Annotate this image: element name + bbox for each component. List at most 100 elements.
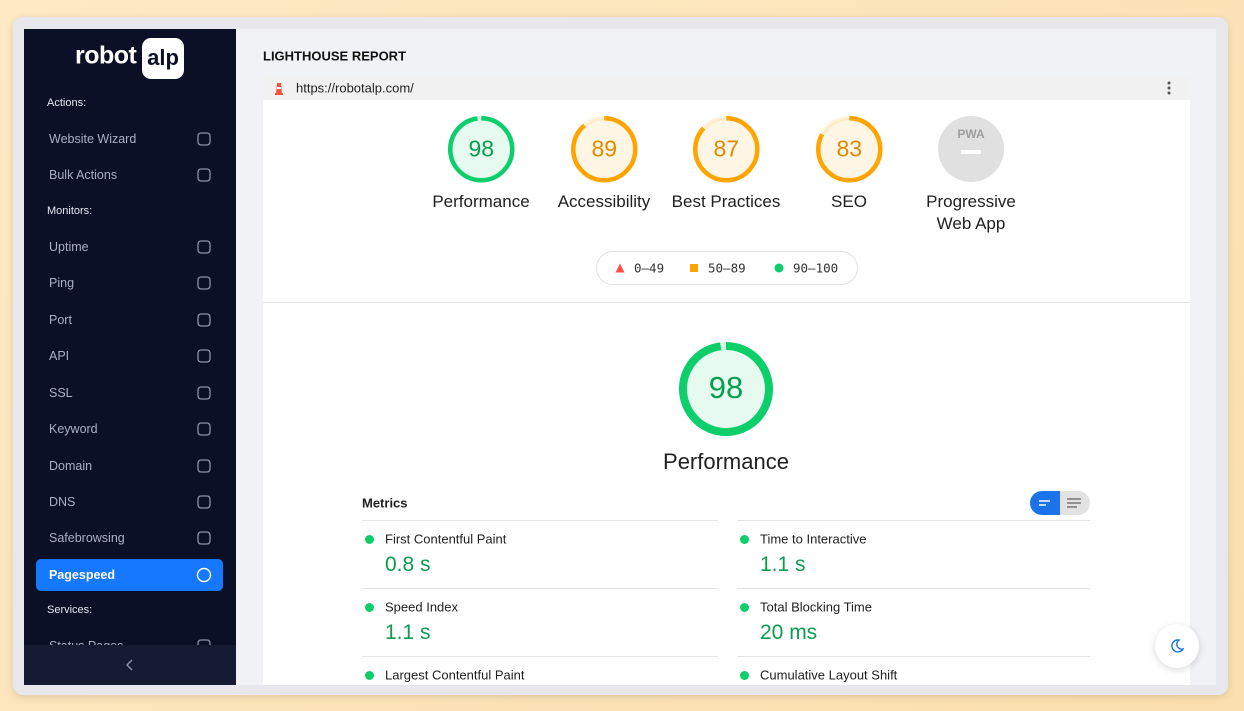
logo-badge: alp [142,38,184,79]
section-title: Actions: [47,97,87,109]
metric-divider [737,656,1090,657]
metric-divider [362,588,718,589]
section-title: Services: [47,604,93,616]
gauge-arc [447,115,515,183]
nav-icon [197,132,211,146]
lighthouse-icon [275,83,283,95]
score-gauge: 98 [447,115,515,183]
logo-text: robot [75,41,137,70]
category-label[interactable]: Performance [432,192,530,211]
score-gauge: 89 [570,115,638,183]
score-value: 89 [591,135,617,161]
score-gauge: 87 [692,115,760,183]
metric-name: Time to Interactive [760,531,867,547]
metric-dot [365,535,374,544]
nav-icon [197,386,211,400]
legend-label: 90–100 [793,260,839,276]
legend [596,251,858,285]
url-bar: https://robotalp.com/ [263,76,1190,100]
nav-item[interactable]: Bulk Actions [49,168,118,182]
nav-item[interactable]: DNS [49,495,76,509]
icon-shape [197,531,211,545]
featured-label: Performance [663,449,789,474]
nav-item[interactable]: API [49,349,70,363]
nav-item[interactable]: Pagespeed [49,568,116,582]
category-label[interactable]: SEO [831,192,867,211]
category-label[interactable]: Progressive Web App [926,192,1016,233]
legend-shape [774,263,784,273]
icon-shape [197,495,211,509]
pwa-dash [961,150,981,154]
menu-icon[interactable] [1166,81,1172,95]
metric-value: 1.1 s [760,553,806,576]
score-value: 98 [468,135,494,161]
icon-shape [197,313,211,327]
nav-icon [197,349,211,363]
divider [263,302,1190,303]
metric-name: Cumulative Layout Shift [760,667,898,683]
score-gauge: 98 [679,342,773,436]
nav-icon [197,168,211,182]
icon-shape [197,276,211,290]
pwa-badge: PWA [957,127,985,141]
nav-icon [197,276,211,290]
nav-icon [196,567,212,583]
gauge-arc [815,115,883,183]
metric-dot [740,535,749,544]
nav-item[interactable]: Safebrowsing [49,531,125,545]
legend-marker [774,263,784,273]
metric-divider [737,520,1090,521]
legend-marker [690,264,698,272]
metric-value: 0.8 s [385,553,431,576]
nav-item[interactable]: SSL [49,386,73,400]
metric-dot [365,603,374,612]
url[interactable]: https://robotalp.com/ [296,80,414,96]
metrics-title: Metrics [362,495,408,511]
gauge-arc [679,342,773,436]
gauge-arc [570,115,638,183]
category-label[interactable]: Accessibility [557,192,651,211]
collapse-bar[interactable] [24,645,236,685]
nav-item[interactable]: Ping [49,276,75,290]
metric-name: Speed Index [385,599,459,615]
metric-value: 20 ms [760,621,818,644]
category-label[interactable]: Best Practices [671,192,781,211]
metric-name: Total Blocking Time [760,599,872,615]
screen: robot alp Actions: Website Wizard Bulk Actio… [24,29,1216,685]
metric-dot [740,603,749,612]
sidebar: robot alp Actions: Website Wizard Bulk Actio… [24,29,236,685]
nav-icon [197,531,211,545]
icon-shape [197,349,211,363]
icon-shape [197,459,211,473]
nav-icon [197,459,211,473]
pwa-circle [938,116,1004,182]
nav-icon [197,422,211,436]
nav-item[interactable]: Keyword [49,422,98,436]
nav-icon [197,313,211,327]
metric-divider [362,656,718,657]
metric-name: Largest Contentful Paint [385,667,525,683]
nav-icon [197,495,211,509]
active-highlight [36,559,223,591]
dark-mode-button[interactable] [1155,624,1199,668]
legend-marker [615,263,625,273]
nav-item[interactable]: Domain [49,459,93,473]
legend-label: 0–49 [634,260,665,276]
view-toggle[interactable] [1030,491,1090,515]
metric-divider [737,588,1090,589]
gauge-arc [692,115,760,183]
nav-item[interactable]: Uptime [49,240,89,254]
legend-shape [690,264,698,272]
nav-item[interactable]: Port [49,313,72,327]
legend-label: 50–89 [708,260,746,276]
legend-shape [615,263,625,273]
metric-divider [362,520,718,521]
metric-value: 1.1 s [385,621,431,644]
chevron [126,659,133,671]
nav-item[interactable]: Website Wizard [49,132,137,146]
icon-shape [197,168,211,182]
icon-shape [197,386,211,400]
metric-name: First Contentful Paint [385,531,507,547]
score-gauge: 83 [815,115,883,183]
